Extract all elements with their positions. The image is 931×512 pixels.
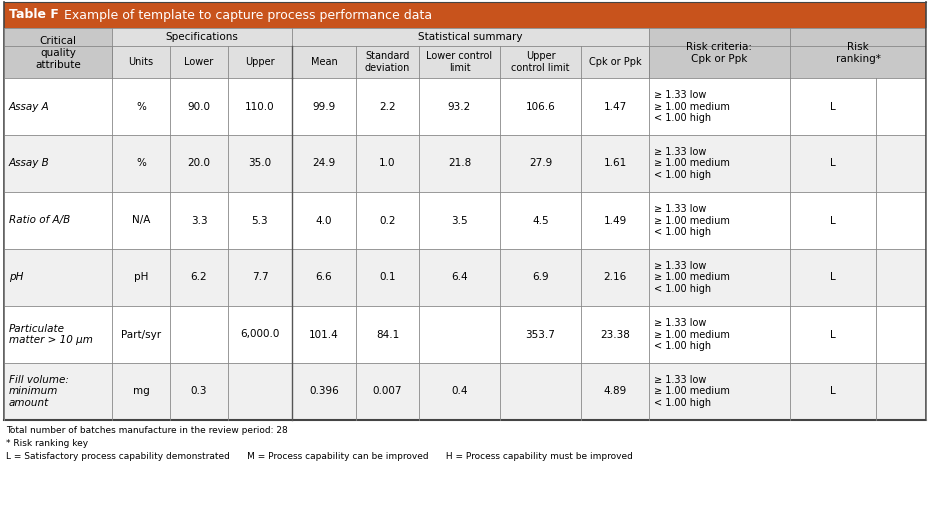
Text: Particulate
matter > 10 μm: Particulate matter > 10 μm	[9, 324, 93, 345]
Text: ≥ 1.33 low
≥ 1.00 medium
< 1.00 high: ≥ 1.33 low ≥ 1.00 medium < 1.00 high	[654, 147, 730, 180]
Text: 6,000.0: 6,000.0	[240, 330, 279, 339]
Text: mg: mg	[132, 387, 149, 396]
Text: Risk criteria:
Cpk or Ppk: Risk criteria: Cpk or Ppk	[686, 42, 752, 64]
Bar	[4, 363, 926, 420]
Text: N/A: N/A	[132, 216, 150, 225]
Text: 6.4: 6.4	[452, 272, 467, 283]
Text: 4.0: 4.0	[316, 216, 332, 225]
Bar	[112, 46, 292, 78]
Text: L: L	[830, 216, 836, 225]
Bar	[4, 306, 926, 363]
Text: 1.49: 1.49	[603, 216, 627, 225]
Text: Example of template to capture process performance data: Example of template to capture process p…	[56, 9, 432, 22]
Text: Standard
deviation: Standard deviation	[365, 51, 411, 73]
Text: 99.9: 99.9	[313, 101, 335, 112]
Text: 0.4: 0.4	[452, 387, 467, 396]
Text: 6.2: 6.2	[191, 272, 208, 283]
Text: 21.8: 21.8	[448, 159, 471, 168]
Text: * Risk ranking key: * Risk ranking key	[6, 439, 88, 448]
Text: L: L	[830, 159, 836, 168]
Text: ≥ 1.33 low
≥ 1.00 medium
< 1.00 high: ≥ 1.33 low ≥ 1.00 medium < 1.00 high	[654, 204, 730, 237]
Text: 0.3: 0.3	[191, 387, 208, 396]
Text: 0.007: 0.007	[372, 387, 402, 396]
Text: 35.0: 35.0	[249, 159, 272, 168]
Text: Total number of batches manufacture in the review period: 28: Total number of batches manufacture in t…	[6, 426, 288, 435]
Text: Mean: Mean	[311, 57, 337, 67]
Text: 4.89: 4.89	[603, 387, 627, 396]
Bar	[292, 28, 649, 46]
Text: Lower control
limit: Lower control limit	[426, 51, 492, 73]
Text: 2.16: 2.16	[603, 272, 627, 283]
Text: 6.9: 6.9	[533, 272, 548, 283]
Text: Fill volume:
minimum
amount: Fill volume: minimum amount	[9, 375, 69, 408]
Text: 106.6: 106.6	[526, 101, 556, 112]
Text: %: %	[136, 159, 146, 168]
Bar	[4, 135, 926, 192]
Text: Assay A: Assay A	[9, 101, 49, 112]
Text: pH: pH	[134, 272, 148, 283]
Text: 101.4: 101.4	[309, 330, 339, 339]
Bar	[4, 78, 926, 135]
Text: 2.2: 2.2	[379, 101, 396, 112]
Text: ≥ 1.33 low
≥ 1.00 medium
< 1.00 high: ≥ 1.33 low ≥ 1.00 medium < 1.00 high	[654, 318, 730, 351]
Text: L: L	[830, 101, 836, 112]
Text: 84.1: 84.1	[376, 330, 399, 339]
Bar	[4, 249, 926, 306]
Text: Units: Units	[128, 57, 154, 67]
Text: 3.3: 3.3	[191, 216, 208, 225]
Text: Statistical summary: Statistical summary	[418, 32, 522, 42]
Text: 93.2: 93.2	[448, 101, 471, 112]
Text: 23.38: 23.38	[600, 330, 630, 339]
Text: 27.9: 27.9	[529, 159, 552, 168]
Text: L: L	[830, 387, 836, 396]
Text: Ratio of A/B: Ratio of A/B	[9, 216, 70, 225]
Text: Upper: Upper	[245, 57, 275, 67]
Bar	[649, 28, 790, 78]
Text: 90.0: 90.0	[187, 101, 210, 112]
Text: 24.9: 24.9	[313, 159, 335, 168]
Bar	[4, 2, 926, 28]
Text: 3.5: 3.5	[452, 216, 467, 225]
Text: 0.2: 0.2	[379, 216, 396, 225]
Text: 1.0: 1.0	[379, 159, 396, 168]
Bar	[4, 28, 112, 78]
Text: 5.3: 5.3	[251, 216, 268, 225]
Text: 0.1: 0.1	[379, 272, 396, 283]
Text: 4.5: 4.5	[533, 216, 548, 225]
Text: Assay B: Assay B	[9, 159, 49, 168]
Bar	[292, 46, 649, 78]
Text: Lower: Lower	[184, 57, 213, 67]
Text: Risk
ranking*: Risk ranking*	[835, 42, 881, 64]
Text: L: L	[830, 272, 836, 283]
Text: 1.47: 1.47	[603, 101, 627, 112]
Text: 0.396: 0.396	[309, 387, 339, 396]
Text: 20.0: 20.0	[187, 159, 210, 168]
Bar	[4, 192, 926, 249]
Text: 353.7: 353.7	[526, 330, 556, 339]
Text: Specifications: Specifications	[166, 32, 238, 42]
Text: 6.6: 6.6	[316, 272, 332, 283]
Text: 7.7: 7.7	[251, 272, 268, 283]
Text: 110.0: 110.0	[245, 101, 275, 112]
Text: Upper
control limit: Upper control limit	[511, 51, 570, 73]
Text: Table F: Table F	[9, 9, 59, 22]
Text: pH: pH	[9, 272, 23, 283]
Text: Cpk or Ppk: Cpk or Ppk	[588, 57, 641, 67]
Text: L = Satisfactory process capability demonstrated      M = Process capability can: L = Satisfactory process capability demo…	[6, 452, 633, 461]
Text: ≥ 1.33 low
≥ 1.00 medium
< 1.00 high: ≥ 1.33 low ≥ 1.00 medium < 1.00 high	[654, 375, 730, 408]
Text: ≥ 1.33 low
≥ 1.00 medium
< 1.00 high: ≥ 1.33 low ≥ 1.00 medium < 1.00 high	[654, 90, 730, 123]
Text: ≥ 1.33 low
≥ 1.00 medium
< 1.00 high: ≥ 1.33 low ≥ 1.00 medium < 1.00 high	[654, 261, 730, 294]
Text: Critical
quality
attribute: Critical quality attribute	[35, 36, 81, 70]
Text: L: L	[830, 330, 836, 339]
Text: Part/syr: Part/syr	[121, 330, 161, 339]
Text: %: %	[136, 101, 146, 112]
Bar	[112, 28, 292, 46]
Text: 1.61: 1.61	[603, 159, 627, 168]
Bar	[790, 28, 926, 78]
